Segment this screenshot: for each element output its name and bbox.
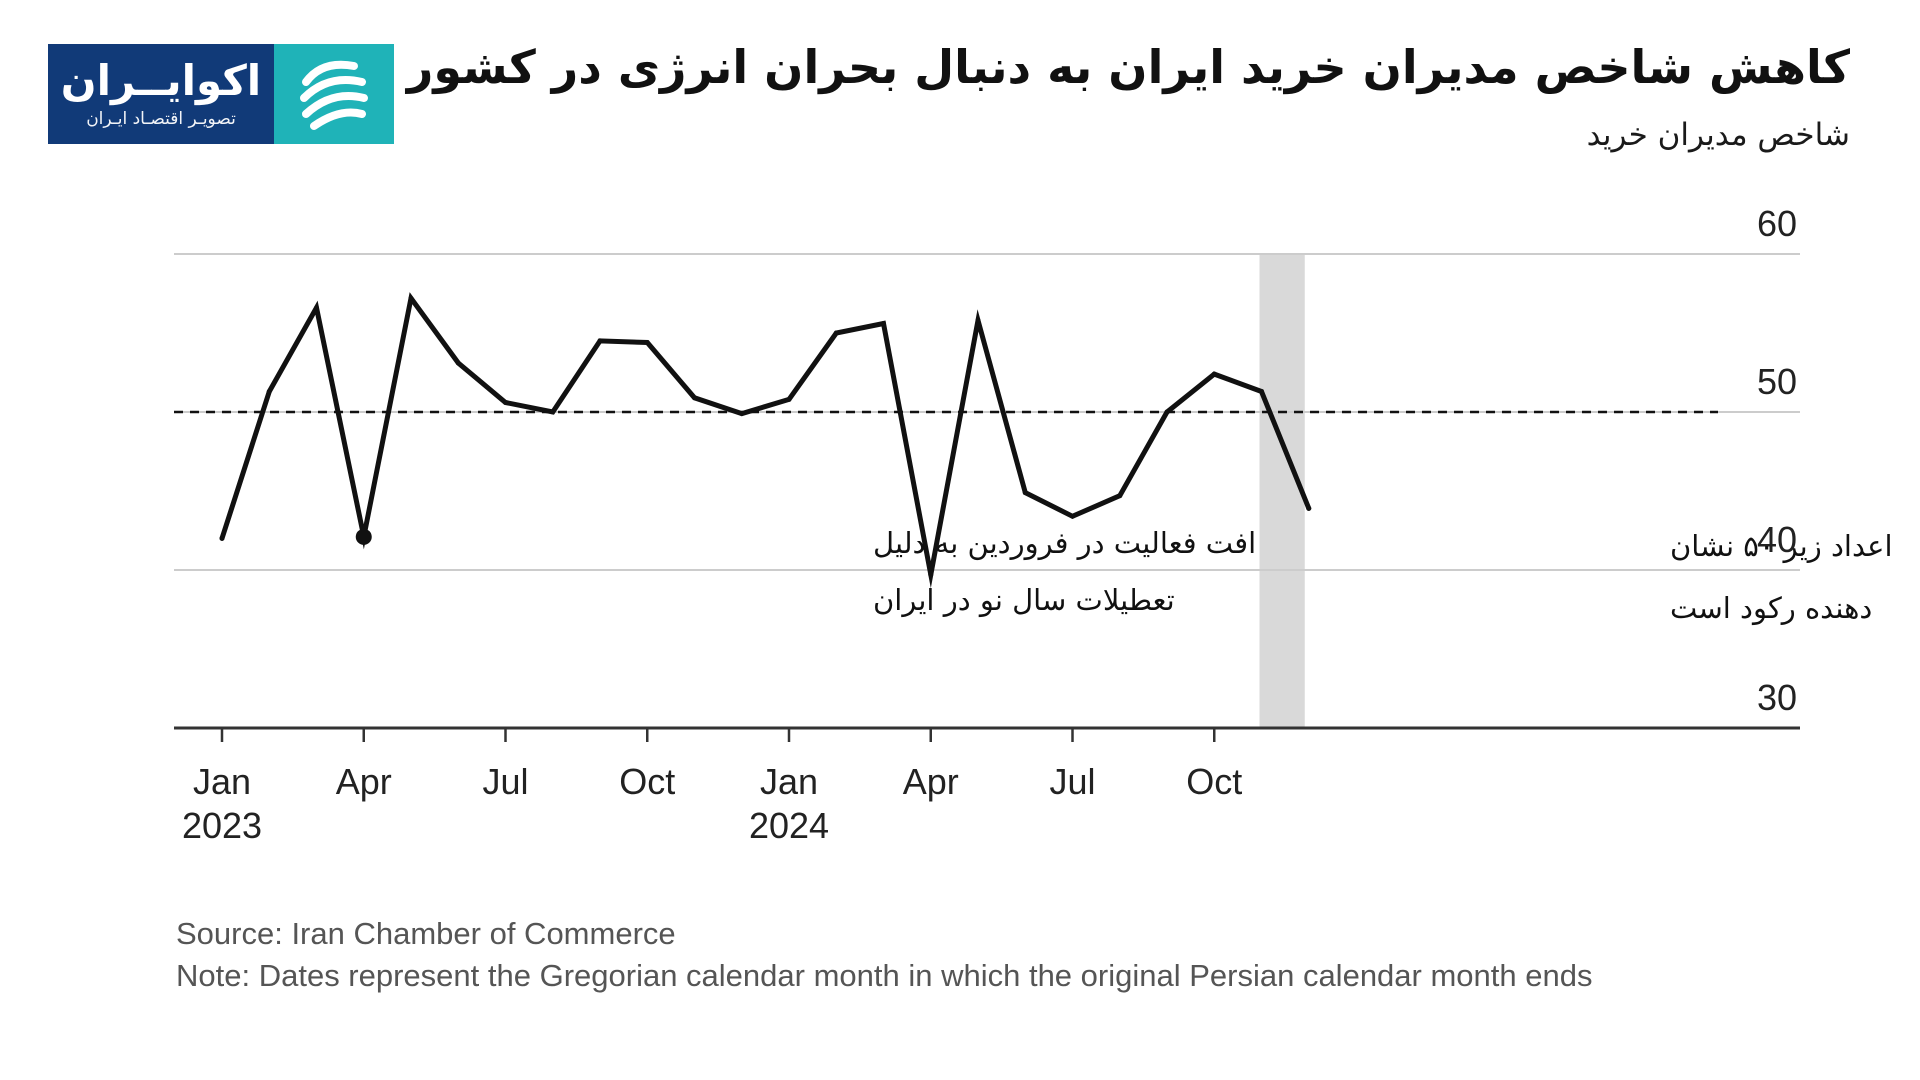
data-point [975,317,981,323]
shade-layer [1259,254,1305,728]
logo: اکوایــران تصویـر اقتصـاد ایـران [48,44,394,144]
logo-swirl-svg [300,60,368,130]
y-tick-label: 30 [1757,677,1797,718]
y-tick-label: 60 [1757,203,1797,244]
x-tick-label: Oct [619,761,675,802]
x-tick-label: Apr [336,761,392,802]
annotation-recession-text: اعداد زیر ۵۰ نشان [1670,529,1893,563]
annotation-recession-text: دهنده رکود است [1670,591,1872,625]
x-tick-label: Jan [760,761,818,802]
data-point [739,411,745,417]
x-tick-year-label: 2024 [749,805,829,846]
data-point [881,321,886,327]
logo-tagline: تصویـر اقتصـاد ایـران [86,109,236,129]
data-point [455,360,461,366]
data-point [219,535,225,541]
data-point [1117,493,1123,499]
data-point [1306,505,1312,511]
annotation-dot [355,528,372,545]
x-tick-year-label: 2023 [182,805,262,846]
data-point [550,409,556,415]
grid-layer [174,253,1800,571]
data-point [1211,371,1217,377]
data-point [692,395,697,401]
annotation-layer: افت فعالیت در فروردین به دلیل تعطیلات سال… [355,526,1893,625]
chart-subtitle: شاخص مدیران خرید [1586,117,1850,153]
data-point [314,305,319,311]
x-tick-label: Apr [903,761,959,802]
pmi-series-line [219,292,1312,589]
logo-name: اکوایــران [60,56,262,105]
data-point [928,572,934,578]
data-point [597,338,603,344]
chart-title: کاهش شاخص مدیران خرید ایران به دنبال بحر… [406,40,1850,94]
data-point [503,400,508,406]
data-point [833,330,839,336]
y-tick-label: 40 [1757,519,1797,560]
annotation-newyear-text: افت فعالیت در فروردین به دلیل [873,526,1256,560]
annotation-newyear-text: تعطیلات سال نو در ایران [873,583,1175,617]
date-note: Note: Dates represent the Gregorian cale… [176,958,1593,993]
data-point [408,295,414,301]
x-tick-label: Jul [482,761,528,802]
line-layer [219,292,1312,589]
x-tick-label: Jul [1049,761,1095,802]
logo-wordmark: اکوایــران تصویـر اقتصـاد ایـران [48,44,274,144]
recession-shade [1259,254,1305,728]
source-note: Source: Iran Chamber of Commerce [176,916,676,951]
data-point [1259,388,1264,394]
x-tick-label: Jan [193,761,251,802]
ecoiran-swirl-icon [274,44,394,144]
data-point [786,396,792,402]
data-point [644,339,650,345]
data-point [1070,513,1075,519]
y-tick-label: 50 [1757,361,1797,402]
data-point [1164,409,1170,415]
data-point [1022,490,1028,496]
data-point [266,388,272,394]
x-tick-label: Oct [1186,761,1242,802]
